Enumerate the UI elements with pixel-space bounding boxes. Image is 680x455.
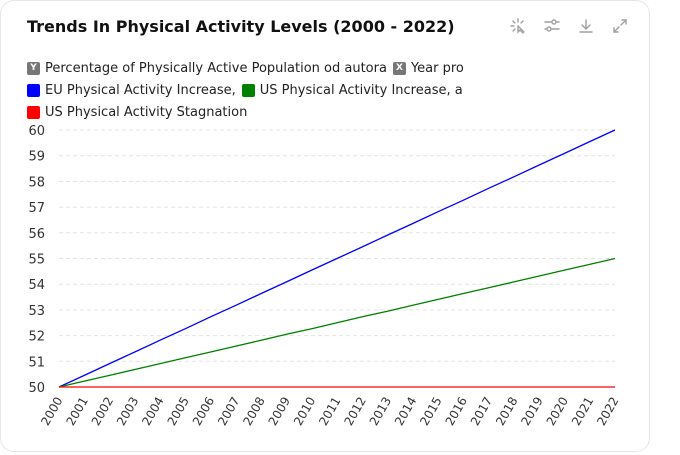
x-tick-label: 2011 — [316, 395, 343, 428]
y-axis-label: Percentage of Physically Active Populati… — [45, 60, 387, 76]
chart-legend: Y Percentage of Physically Active Popula… — [27, 57, 637, 123]
y-tick-label: 56 — [28, 227, 45, 242]
chart-toolbar — [507, 15, 631, 37]
legend-series-label: US Physical Activity Increase, a — [259, 82, 463, 98]
x-axis-badge-icon: X — [392, 61, 406, 75]
y-tick-label: 53 — [28, 304, 45, 319]
x-tick-label: 2008 — [240, 395, 267, 428]
legend-series-label: US Physical Activity Stagnation — [45, 104, 248, 120]
line-chart: 5051525354555657585960200020012002200320… — [28, 124, 621, 428]
x-tick-label: 2013 — [367, 395, 394, 428]
legend-item-y-axis[interactable]: Y Percentage of Physically Active Popula… — [27, 61, 387, 76]
y-axis-badge-icon: Y — [27, 61, 40, 75]
x-tick-label: 2010 — [291, 395, 318, 428]
series-line-1 — [58, 257, 616, 388]
x-tick-label: 2005 — [165, 395, 192, 428]
y-tick-label: 55 — [28, 253, 45, 268]
download-icon[interactable] — [575, 15, 597, 37]
series-line-0 — [58, 129, 616, 388]
y-tick-label: 52 — [28, 330, 45, 345]
chart-card: Trends In Physical Activity Levels (2000… — [0, 0, 650, 452]
legend-item-series-us-stagnation[interactable]: US Physical Activity Stagnation — [27, 105, 247, 120]
y-tick-label: 54 — [28, 278, 45, 293]
legend-row: Y Percentage of Physically Active Popula… — [27, 57, 637, 79]
chart-title: Trends In Physical Activity Levels (2000… — [27, 17, 455, 36]
legend-series-label: EU Physical Activity Increase, — [45, 82, 236, 98]
y-tick-label: 59 — [28, 150, 45, 165]
cursor-click-icon[interactable] — [507, 15, 529, 37]
x-tick-label: 2021 — [569, 395, 596, 428]
x-tick-label: 2006 — [190, 395, 217, 428]
series-swatch — [241, 83, 255, 97]
x-tick-label: 2004 — [139, 395, 166, 428]
legend-row: EU Physical Activity Increase, US Physic… — [27, 79, 637, 101]
x-tick-label: 2019 — [518, 395, 545, 428]
y-tick-label: 57 — [28, 201, 45, 216]
x-tick-label: 2015 — [417, 395, 444, 428]
x-tick-label: 2022 — [594, 395, 621, 428]
x-tick-label: 2018 — [493, 395, 520, 428]
x-tick-label: 2002 — [89, 395, 116, 428]
legend-item-x-axis[interactable]: X Year pro — [392, 60, 464, 76]
x-tick-label: 2001 — [63, 395, 90, 428]
x-tick-label: 2014 — [392, 395, 419, 428]
x-tick-label: 2012 — [341, 395, 368, 428]
x-tick-label: 2000 — [38, 395, 65, 428]
y-tick-label: 58 — [28, 175, 45, 190]
y-tick-label: 51 — [28, 355, 45, 370]
series-swatch — [27, 105, 40, 119]
legend-item-series-eu[interactable]: EU Physical Activity Increase, — [27, 83, 236, 98]
sliders-icon[interactable] — [541, 15, 563, 37]
x-tick-label: 2003 — [114, 395, 141, 428]
y-tick-label: 60 — [28, 124, 45, 139]
series-swatch — [27, 83, 40, 97]
x-tick-label: 2016 — [443, 395, 470, 428]
x-tick-label: 2007 — [215, 395, 242, 428]
x-tick-label: 2020 — [544, 395, 571, 428]
legend-row: US Physical Activity Stagnation — [27, 101, 637, 123]
x-tick-label: 2009 — [266, 395, 293, 428]
x-axis-label: Year pro — [410, 60, 464, 76]
y-tick-label: 50 — [28, 381, 45, 396]
legend-item-series-us-increase[interactable]: US Physical Activity Increase, a — [241, 82, 463, 98]
x-tick-label: 2017 — [468, 395, 495, 428]
expand-icon[interactable] — [609, 15, 631, 37]
